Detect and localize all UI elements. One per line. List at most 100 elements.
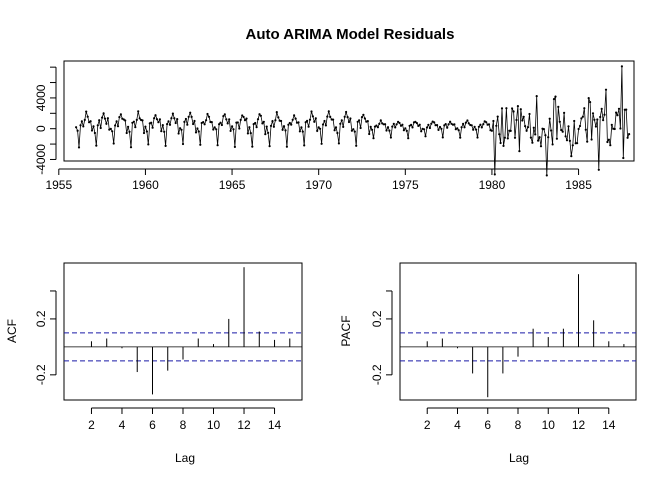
residual-point xyxy=(443,124,446,127)
residual-point xyxy=(362,113,365,116)
residual-point xyxy=(326,115,329,118)
residual-point xyxy=(516,105,520,108)
residual-point xyxy=(398,121,401,125)
residual-point xyxy=(535,95,538,98)
residual-point xyxy=(613,127,616,131)
residual-point xyxy=(254,121,257,125)
ts-x-tick-label: 1960 xyxy=(132,178,159,192)
acf-plot-frame xyxy=(63,262,303,401)
residual-point xyxy=(420,130,423,133)
residual-point xyxy=(353,130,356,133)
residual-point xyxy=(275,111,278,114)
residual-point xyxy=(456,127,459,130)
residual-point xyxy=(424,135,427,138)
residual-point xyxy=(128,130,131,133)
residual-point xyxy=(587,97,590,100)
residual-point xyxy=(147,143,150,146)
residual-point xyxy=(475,128,478,131)
residual-point xyxy=(567,125,570,128)
residual-point xyxy=(98,119,101,122)
residual-point xyxy=(563,111,566,114)
residual-point xyxy=(395,123,398,126)
residual-point xyxy=(251,145,254,148)
residual-point xyxy=(438,125,442,129)
residual-point xyxy=(141,119,144,122)
residual-point xyxy=(449,120,452,123)
residual-point xyxy=(480,126,483,129)
residual-point xyxy=(560,128,563,132)
residual-point xyxy=(281,128,284,131)
acf-x-tick-label: 10 xyxy=(207,418,221,432)
residual-point xyxy=(245,117,248,120)
acf-plot: 2 4 6 8 10 12 14 -0.2 0.2 xyxy=(34,262,303,432)
residual-point xyxy=(219,121,222,124)
residual-point xyxy=(519,108,522,111)
residual-point xyxy=(617,107,621,110)
residual-point xyxy=(524,125,527,128)
residual-point xyxy=(102,112,105,115)
residual-point xyxy=(228,118,231,121)
residual-point xyxy=(207,115,211,118)
residual-point xyxy=(591,112,595,115)
residual-point xyxy=(280,119,283,123)
residual-point xyxy=(363,117,366,120)
pacf-x-tick-label: 2 xyxy=(424,418,431,432)
residual-point xyxy=(180,128,183,131)
residual-point xyxy=(378,122,381,125)
residual-point xyxy=(616,114,619,117)
residual-point xyxy=(522,115,525,118)
residual-point xyxy=(218,123,221,126)
residual-point xyxy=(158,118,161,121)
acf-x-tick-label: 12 xyxy=(237,418,251,432)
acf-y-tick-label: 0.2 xyxy=(34,310,48,327)
residual-point xyxy=(255,126,258,129)
residual-point xyxy=(93,131,96,135)
residual-point xyxy=(184,117,187,121)
residual-point xyxy=(262,120,265,123)
residual-point xyxy=(194,131,198,134)
residual-point xyxy=(485,121,488,124)
residual-point xyxy=(210,121,213,124)
pacf-plot: 2 4 6 8 10 12 14 -0.2 0.2 xyxy=(370,262,637,432)
residual-point xyxy=(183,120,186,123)
residual-point xyxy=(552,98,556,101)
residual-point xyxy=(545,174,548,177)
residual-point xyxy=(205,119,208,122)
acf-x-tick-label: 8 xyxy=(180,418,187,432)
residual-point xyxy=(490,129,493,132)
residual-point xyxy=(384,123,387,126)
ts-x-tick-label: 1975 xyxy=(392,178,419,192)
residual-point xyxy=(333,129,336,132)
residual-point xyxy=(586,140,589,143)
residual-point xyxy=(320,142,323,145)
pacf-x-tick-label: 8 xyxy=(515,418,522,432)
residual-point xyxy=(609,144,612,147)
acf-x-tick-label: 2 xyxy=(88,418,95,432)
residual-point xyxy=(203,123,206,126)
residual-point xyxy=(206,112,209,116)
residual-point xyxy=(92,125,95,128)
residual-point xyxy=(561,130,564,133)
pacf-x-tick-label: 4 xyxy=(454,418,461,432)
residual-point xyxy=(433,121,436,124)
residual-point xyxy=(570,155,573,158)
residual-point xyxy=(376,126,379,129)
residual-point xyxy=(213,126,216,129)
residual-point xyxy=(264,133,267,136)
residual-point xyxy=(345,110,348,114)
residual-point xyxy=(557,105,560,108)
residual-point xyxy=(99,126,102,130)
residual-point xyxy=(298,130,301,133)
residual-point xyxy=(375,124,378,127)
residual-point xyxy=(187,115,190,118)
acf-y-axis-label: ACF xyxy=(5,319,19,343)
residual-point xyxy=(285,145,288,148)
residual-point xyxy=(528,112,531,116)
residual-point xyxy=(308,118,312,121)
residual-point xyxy=(350,129,353,132)
residual-point xyxy=(160,130,163,133)
pacf-y-tick-label: 0.2 xyxy=(370,310,384,327)
residual-point xyxy=(171,112,174,115)
residual-point xyxy=(167,120,170,123)
residual-point xyxy=(512,110,515,113)
